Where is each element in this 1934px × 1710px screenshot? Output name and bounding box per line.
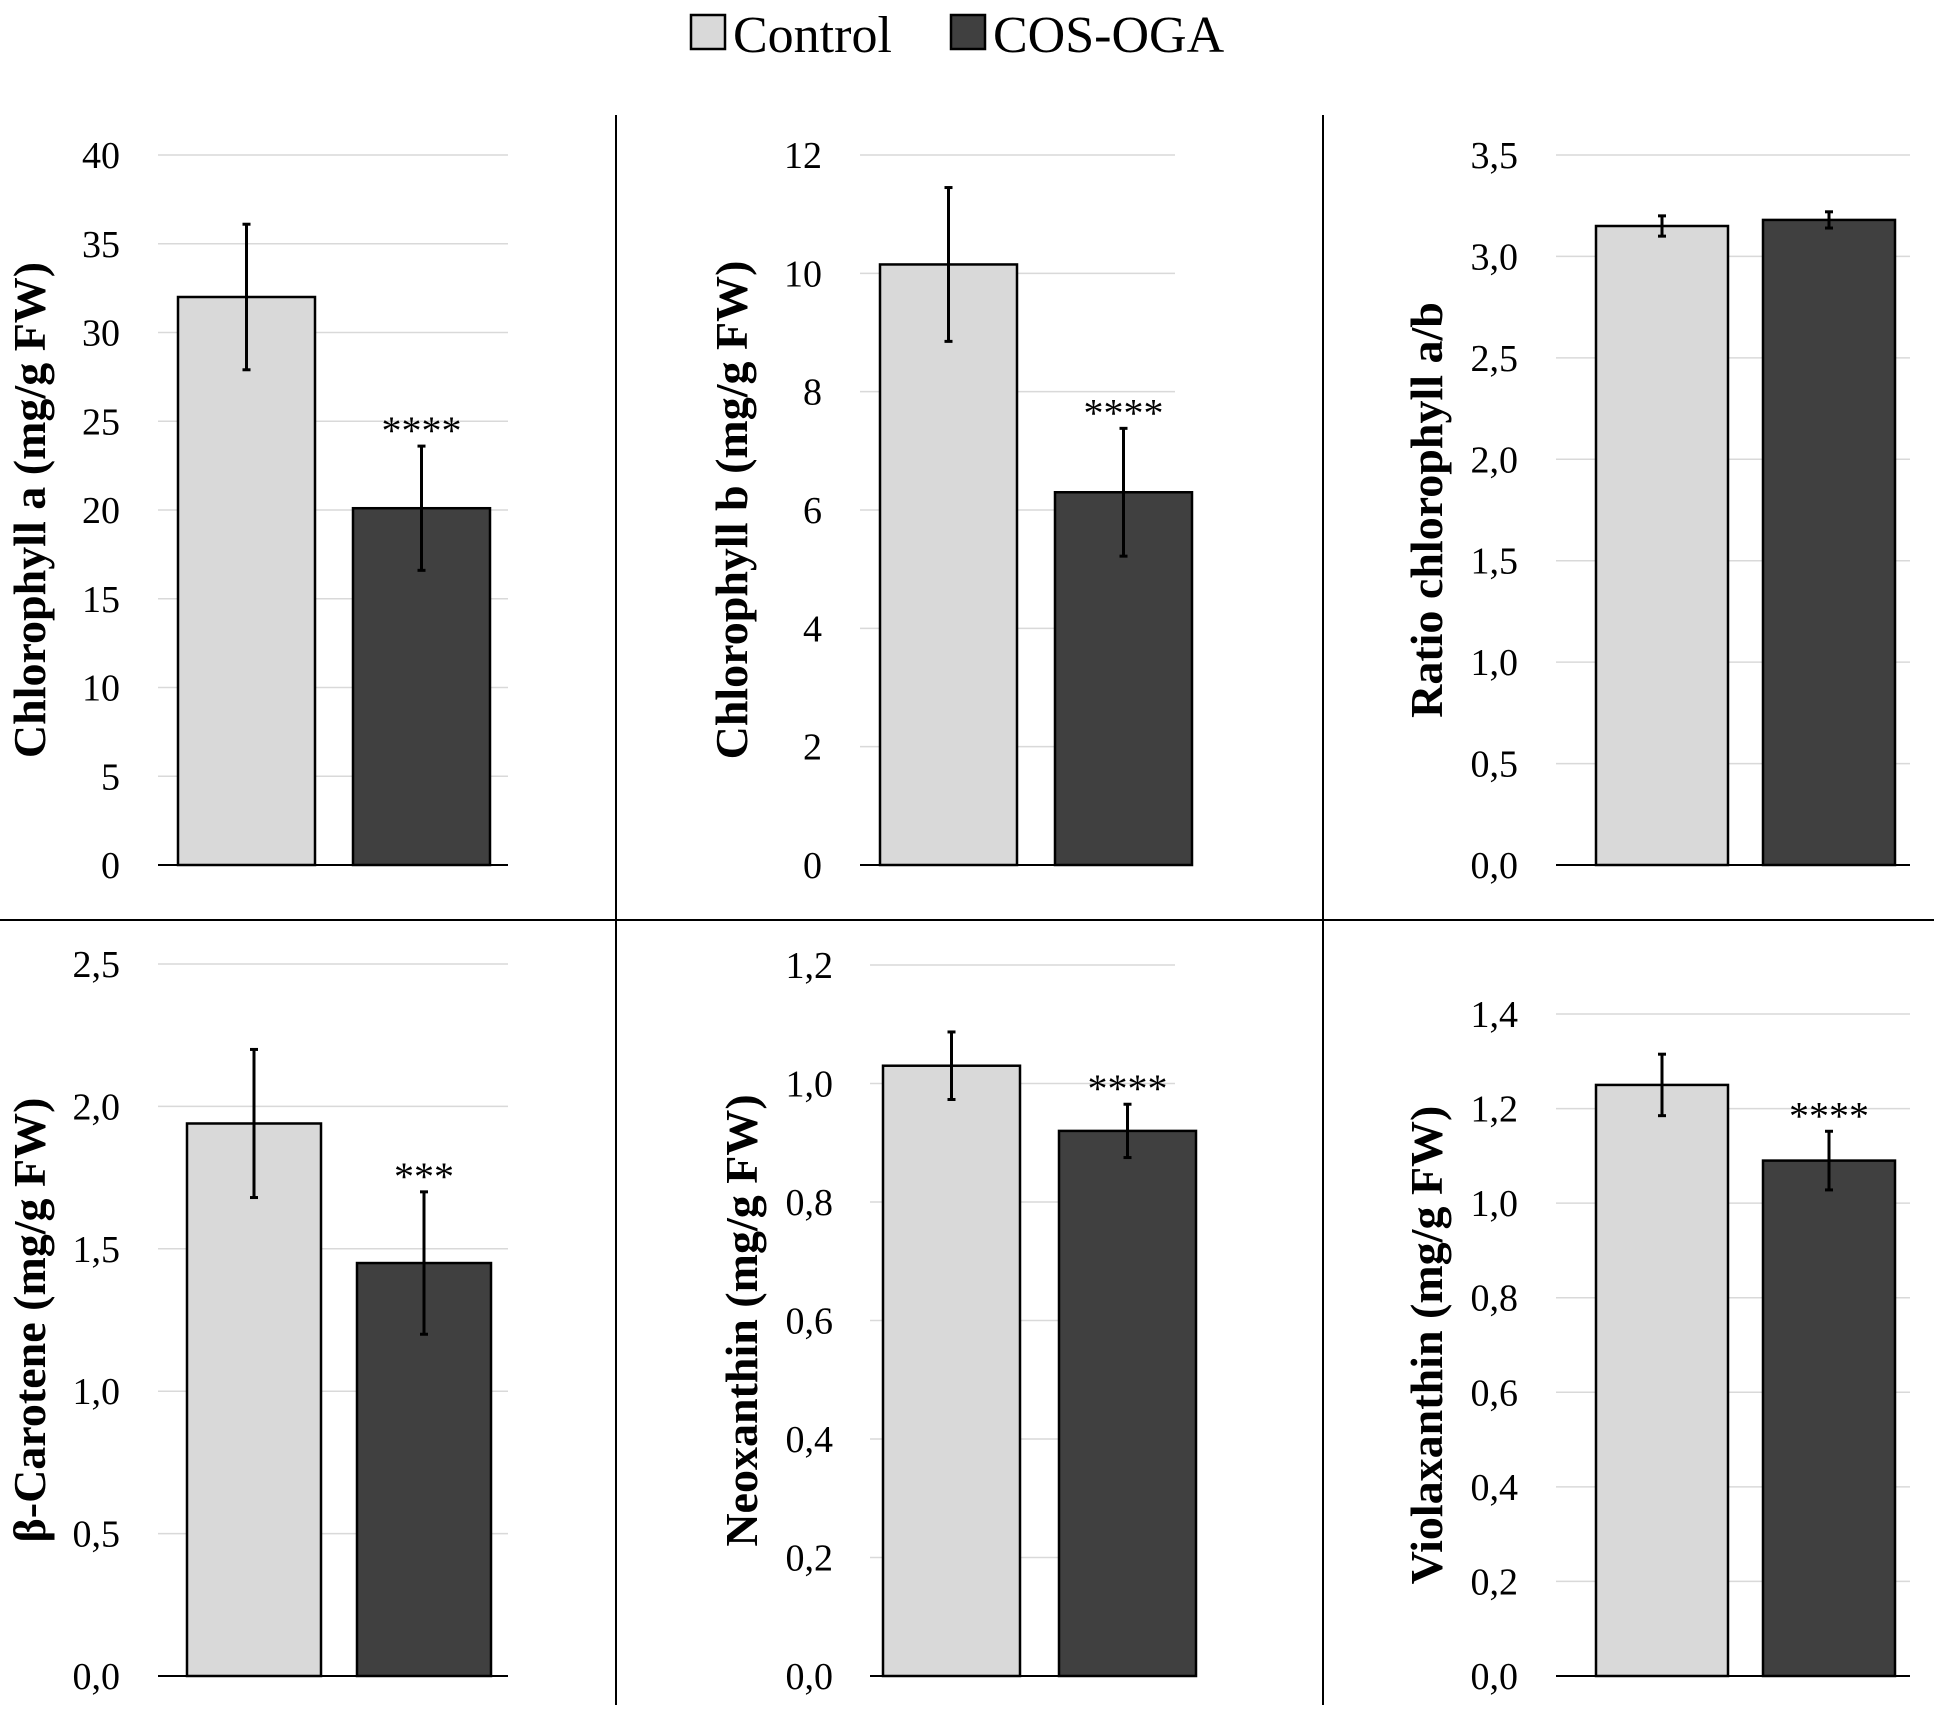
y-tick-label: 30: [82, 313, 120, 355]
y-axis-title: Chlorophyll a (mg/g FW): [4, 262, 55, 758]
bar-control: [1594, 224, 1730, 867]
bar-cos-oga: [1761, 218, 1897, 867]
y-tick-label: 3,5: [1471, 135, 1519, 177]
y-tick-label: 20: [82, 490, 120, 532]
y-tick-label: 0,2: [1471, 1561, 1519, 1603]
chart-panel: 0,0 0,2 0,4 0,6 0,8 1,0 1,2 Neoxanthin (mg/g FW…: [716, 945, 1198, 1698]
y-tick-label: 1,5: [73, 1229, 121, 1271]
panel-dividers: [0, 115, 1934, 1705]
legend-label-control: Control: [733, 7, 892, 64]
y-tick-label: 1,2: [786, 945, 834, 987]
y-tick-label: 5: [101, 756, 120, 798]
legend-swatch-control: [689, 13, 727, 51]
y-tick-label: 1,0: [786, 1064, 834, 1106]
legend-swatch-cos-oga: [949, 13, 987, 51]
y-tick-label: 25: [82, 401, 120, 443]
y-tick-label: 1,0: [1471, 642, 1519, 684]
legend: Control COS-OGA: [689, 7, 1225, 64]
y-tick-label: 1,5: [1471, 541, 1519, 583]
y-axis-title: Violaxanthin (mg/g FW): [1401, 1106, 1452, 1585]
y-tick-label: 0,0: [1471, 845, 1519, 887]
y-tick-label: 1,2: [1471, 1089, 1519, 1131]
y-tick-label: 40: [82, 135, 120, 177]
y-tick-label: 1,4: [1471, 994, 1519, 1036]
y-tick-label: 2,0: [73, 1086, 121, 1128]
y-tick-label: 2,0: [1471, 439, 1519, 481]
chart-panel: 0,0 0,5 1,0 1,5 2,0 2,5 3,0 3,5 Ratio chlorophyl…: [1401, 135, 1910, 887]
bar-cos-oga: [1057, 1129, 1198, 1678]
y-tick-label: 0,6: [786, 1301, 834, 1343]
y-axis-title: Neoxanthin (mg/g FW): [716, 1094, 767, 1546]
y-tick-label: 10: [784, 253, 822, 295]
y-tick-label: 0: [101, 845, 120, 887]
bar-control: [881, 1064, 1022, 1678]
chart-panel: 0 5 10 15 20 25 30 35 40 Chlorophyll a (mg/g FW) *…: [4, 135, 508, 887]
y-tick-label: 0,8: [1471, 1278, 1519, 1320]
y-tick-label: 3,0: [1471, 236, 1519, 278]
chart-panel: 0,0 0,5 1,0 1,5 2,0 2,5 β-Carotene (mg/g FW) **…: [4, 944, 508, 1698]
legend-label-cos-oga: COS-OGA: [993, 7, 1225, 64]
y-tick-label: 1,0: [73, 1371, 121, 1413]
bar-control: [185, 1122, 323, 1678]
chart-panel: 0,0 0,2 0,4 0,6 0,8 1,0 1,2 1,4 Violaxanthin (mg…: [1401, 994, 1910, 1698]
bar-control: [1594, 1083, 1730, 1678]
y-tick-label: 35: [82, 224, 120, 266]
bar-control: [878, 263, 1019, 867]
y-tick-label: 0: [803, 845, 822, 887]
y-axis-title: β-Carotene (mg/g FW): [4, 1098, 55, 1543]
significance-label: ****: [382, 408, 462, 453]
y-tick-label: 2: [803, 727, 822, 769]
y-tick-label: 0,0: [786, 1656, 834, 1698]
chart-panel: 0 2 4 6 8 10 12 Chlorophyll b (mg/g FW) ****: [706, 135, 1194, 887]
y-tick-label: 6: [803, 490, 822, 532]
y-tick-label: 4: [803, 608, 822, 650]
y-tick-label: 0,8: [786, 1182, 834, 1224]
y-tick-label: 0,4: [786, 1419, 834, 1461]
significance-label: ****: [1084, 390, 1164, 435]
y-axis-title: Chlorophyll b (mg/g FW): [706, 261, 757, 760]
y-tick-label: 0,0: [1471, 1656, 1519, 1698]
bar-control: [176, 295, 317, 867]
significance-label: ***: [394, 1154, 454, 1199]
y-tick-label: 0,5: [1471, 744, 1519, 786]
y-tick-label: 0,0: [73, 1656, 121, 1698]
bar-cos-oga: [1761, 1159, 1897, 1678]
y-tick-label: 10: [82, 668, 120, 710]
y-tick-label: 1,0: [1471, 1183, 1519, 1225]
y-tick-label: 0,2: [786, 1538, 834, 1580]
significance-label: ****: [1789, 1093, 1869, 1138]
y-axis-title: Ratio chlorophyll a/b: [1401, 302, 1452, 718]
y-tick-label: 2,5: [1471, 338, 1519, 380]
y-tick-label: 8: [803, 372, 822, 414]
y-tick-label: 2,5: [73, 944, 121, 986]
y-tick-label: 0,5: [73, 1514, 121, 1556]
y-tick-label: 0,4: [1471, 1467, 1519, 1509]
y-tick-label: 12: [784, 135, 822, 177]
y-tick-label: 0,6: [1471, 1372, 1519, 1414]
significance-label: ****: [1088, 1066, 1168, 1111]
y-tick-label: 15: [82, 579, 120, 621]
